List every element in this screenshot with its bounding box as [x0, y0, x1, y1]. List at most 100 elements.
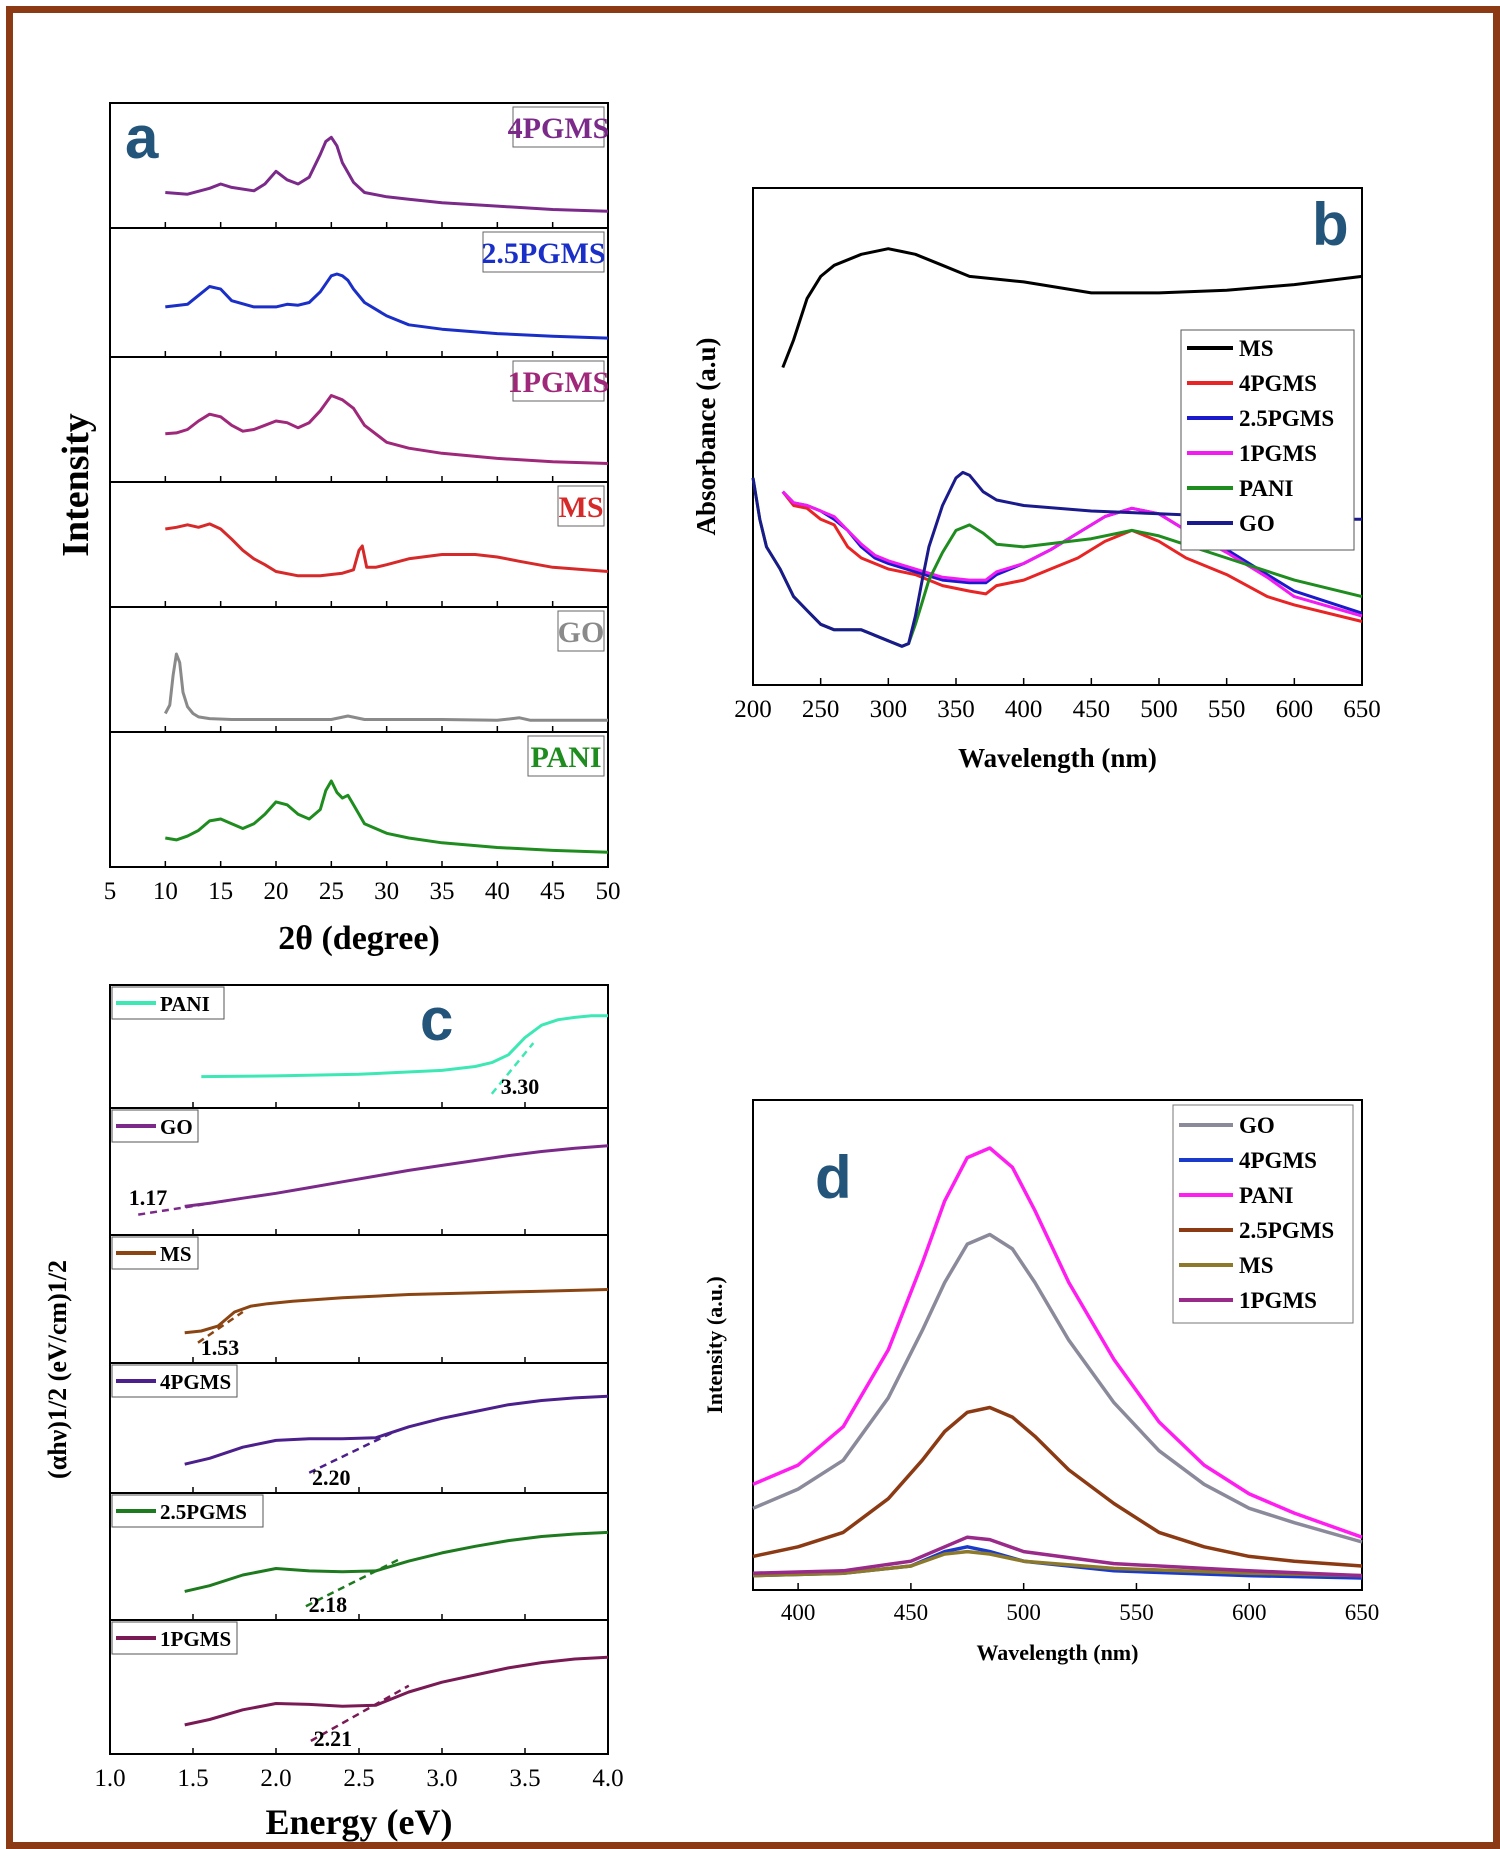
panel-a-xtick-label: 50: [596, 878, 621, 905]
panel-a-series-label: 1PGMS: [508, 366, 610, 399]
panel-c-xlabel: Energy (eV): [266, 1802, 453, 1842]
panel-d-legend-label: 4PGMS: [1239, 1148, 1317, 1173]
panel-b-xtick-label: 550: [1208, 696, 1246, 723]
panel-d-series-MS: [752, 1549, 1363, 1578]
panel-b-legend-label: 2.5PGMS: [1239, 406, 1334, 431]
panel-b-letter: b: [1312, 191, 1349, 258]
panel-d: 400 450 500 550 600 650 Wavelength (nm) Intensi…: [702, 1099, 1380, 1665]
panel-a-subplot-frame: [109, 606, 609, 733]
panel-c-legend-label: 2.5PGMS: [160, 1500, 247, 1524]
panel-a-series-4PGMS: [165, 135, 609, 213]
panel-c-series-1PGMS: [184, 1655, 609, 1727]
panel-a-series-label: GO: [558, 616, 605, 649]
panel-b-series-MS: [781, 247, 1363, 369]
panel-b-xtick-label: 400: [1005, 696, 1043, 723]
panel-a-series-label: 2.5PGMS: [481, 237, 605, 270]
panel-a-label-box: [482, 231, 605, 273]
panel-b-series-4PGMS: [781, 490, 1363, 623]
panel-a-series-label: MS: [559, 491, 604, 524]
panel-a-subplot-frame: [109, 481, 609, 608]
panel-c-fit-line: [197, 1310, 244, 1344]
panel-b-xtick-label: 600: [1276, 696, 1314, 723]
panel-c-xtick-label: 3.5: [509, 1765, 540, 1792]
panel-b-xlabel: Wavelength (nm): [958, 743, 1157, 773]
panel-a-series-PANI: [165, 779, 609, 854]
panel-a-label-box: [512, 360, 605, 402]
panel-a-label-box: [527, 735, 605, 777]
panel-a-letter: a: [125, 104, 159, 171]
panel-a-series-1PGMS: [165, 394, 609, 465]
panel-a-xtick-label: 45: [540, 878, 565, 905]
panel-c-series-PANI: [201, 1014, 608, 1079]
panel-c-legend-label: 4PGMS: [160, 1370, 231, 1394]
panel-c-bandgap-label: 2.21: [314, 1726, 353, 1751]
panel-c-fit-line: [490, 1042, 535, 1095]
panel-b-xtick-label: 500: [1140, 696, 1178, 723]
panel-c-bandgap-label: 1.53: [201, 1335, 240, 1360]
panel-a-series-label: 4PGMS: [508, 112, 610, 145]
panel-a-xtick-label: 30: [374, 878, 399, 905]
panel-b-series-GO: [751, 470, 1362, 648]
panel-d-plot-frame: [752, 1099, 1363, 1591]
panel-c-legend-label: PANI: [160, 992, 210, 1016]
panel-a-label-box: [512, 106, 605, 148]
panel-c-xtick-label: 2.0: [260, 1765, 291, 1792]
panel-d-series-2.5PGMS: [752, 1405, 1363, 1568]
panel-d-legend-label: 1PGMS: [1239, 1288, 1317, 1313]
panel-d-letter: d: [815, 1144, 852, 1211]
panel-a-xlabel: 2θ (degree): [278, 920, 440, 957]
panel-c-series-2.5PGMS: [184, 1530, 609, 1593]
panel-a-xtick-label: 20: [264, 878, 289, 905]
panel-b-legend-label: MS: [1239, 336, 1274, 361]
panel-d-legend-label: MS: [1239, 1253, 1274, 1278]
panel-c-series-MS: [184, 1288, 609, 1335]
panel-c-fit-line: [305, 1557, 402, 1608]
panel-c-legend-label: MS: [160, 1242, 192, 1266]
panel-a-series-GO: [163, 652, 608, 722]
panel-b-plot-frame: [752, 187, 1363, 686]
panel-d-series-1PGMS: [752, 1535, 1363, 1578]
panel-a-xtick-label: 10: [153, 878, 178, 905]
panel-a-xtick-label: 35: [430, 878, 455, 905]
panel-d-xtick-label: 600: [1232, 1600, 1267, 1625]
panel-d-ylabel: Intensity (a.u.): [702, 1276, 727, 1414]
panel-a-label-box: [557, 485, 605, 527]
panel-d-series-GO: [752, 1232, 1363, 1544]
panel-a-xtick-label: 5: [104, 878, 117, 905]
panel-c-bandgap-label: 2.18: [309, 1592, 348, 1617]
panel-b-xtick-label: 250: [802, 696, 840, 723]
panel-c-xtick-label: 4.0: [592, 1765, 623, 1792]
panel-b-legend-label: 4PGMS: [1239, 371, 1317, 396]
panel-c-legend-label: 1PGMS: [160, 1627, 231, 1651]
panel-c-xtick-label: 1.5: [177, 1765, 208, 1792]
panel-c-fit-line: [308, 1431, 393, 1474]
panel-d-xtick-label: 500: [1006, 1600, 1041, 1625]
panel-b: 200 250 300 350 400 450 500 550 600 650 Wavelength…: [691, 187, 1381, 773]
panel-d-xtick-label: 450: [894, 1600, 929, 1625]
panel-c-fit-line: [138, 1197, 243, 1216]
panel-b-legend-label: PANI: [1239, 476, 1294, 501]
panel-c-xtick-label: 2.5: [343, 1765, 374, 1792]
panel-a-ylabel: Intensity: [55, 413, 97, 557]
panel-d-legend-label: PANI: [1239, 1183, 1294, 1208]
panel-d-legend-label: 2.5PGMS: [1239, 1218, 1334, 1243]
panel-c-legend-label: GO: [160, 1115, 193, 1139]
panel-b-xtick-label: 300: [870, 696, 908, 723]
panel-c-xtick-label: 1.0: [94, 1765, 125, 1792]
panel-c-bandgap-label: 2.20: [312, 1465, 351, 1490]
panel-c-fit-line: [310, 1684, 410, 1742]
panel-d-xtick-label: 400: [781, 1600, 816, 1625]
panel-a-xtick-label: 15: [208, 878, 233, 905]
panel-c-xtick-label: 3.0: [426, 1765, 457, 1792]
panel-d-legend: [1172, 1104, 1354, 1324]
panel-c-letter: c: [420, 986, 453, 1053]
panel-a-series-label: PANI: [530, 741, 601, 774]
panel-a: 4PGMS 2.5PGMS 1PGMS MS GO PANI 5 10 15 20 25 30 35 40…: [55, 102, 621, 957]
panel-d-xtick-label: 650: [1345, 1600, 1380, 1625]
panel-a-subplot-frame: [109, 731, 609, 868]
panel-a-series-2.5PGMS: [165, 272, 609, 340]
panel-a-xtick-label: 40: [485, 878, 510, 905]
panel-c-bandgap-label: 3.30: [501, 1074, 540, 1099]
panel-b-legend-label: GO: [1239, 511, 1275, 536]
